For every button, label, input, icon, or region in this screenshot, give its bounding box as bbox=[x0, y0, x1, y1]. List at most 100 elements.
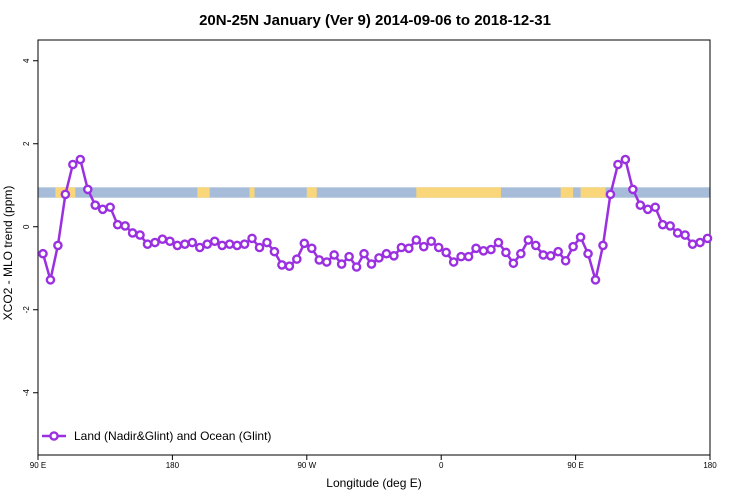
data-point bbox=[38, 248, 48, 259]
data-point bbox=[321, 257, 332, 267]
legend-label: Land (Nadir&Glint) and Ocean (Glint) bbox=[74, 429, 271, 443]
data-point bbox=[284, 261, 295, 271]
data-point bbox=[60, 189, 71, 200]
data-point bbox=[433, 242, 444, 253]
y-axis: -4 -2 0 2 4 bbox=[22, 58, 38, 396]
y-tick-label: -4 bbox=[22, 389, 31, 397]
data-point bbox=[501, 247, 511, 258]
data-point bbox=[642, 204, 653, 215]
data-point bbox=[545, 250, 556, 261]
data-point bbox=[239, 239, 250, 249]
data-point bbox=[359, 248, 369, 259]
data-point bbox=[471, 243, 481, 254]
data-point bbox=[180, 239, 190, 249]
data-point bbox=[292, 254, 302, 264]
data-point bbox=[613, 159, 623, 170]
data-point bbox=[695, 237, 705, 248]
x-axis: 90 E 180 90 W 0 90 E 180 bbox=[30, 455, 717, 470]
data-point bbox=[68, 159, 78, 170]
x-tick-label: 90 E bbox=[30, 461, 46, 470]
data-point bbox=[105, 202, 115, 213]
data-point bbox=[120, 221, 130, 231]
data-point bbox=[232, 240, 242, 251]
data-point bbox=[396, 242, 407, 253]
data-point bbox=[366, 259, 377, 269]
data-point bbox=[224, 239, 235, 249]
y-tick-label: 0 bbox=[22, 224, 31, 229]
data-point bbox=[351, 262, 362, 272]
data-point bbox=[516, 248, 526, 259]
data-point bbox=[306, 243, 317, 254]
data-point bbox=[657, 219, 668, 230]
data-point bbox=[665, 221, 675, 231]
data-point bbox=[568, 241, 578, 252]
data-point bbox=[411, 235, 422, 245]
data-point bbox=[456, 251, 466, 262]
data-point bbox=[598, 240, 608, 251]
legend-swatch-marker bbox=[49, 431, 59, 441]
data-point bbox=[508, 258, 519, 269]
land-segment bbox=[560, 187, 574, 198]
data-point bbox=[404, 243, 414, 254]
x-tick-label: 90 E bbox=[567, 461, 583, 470]
data-point bbox=[262, 237, 272, 248]
data-point bbox=[254, 242, 265, 253]
data-point bbox=[112, 219, 123, 230]
data-point bbox=[575, 232, 586, 242]
data-point bbox=[53, 240, 63, 251]
data-point bbox=[463, 251, 474, 262]
data-point bbox=[628, 184, 638, 195]
data-point bbox=[560, 255, 571, 266]
data-point bbox=[426, 236, 437, 247]
data-point bbox=[620, 154, 631, 165]
data-point bbox=[680, 230, 690, 240]
ocean-band bbox=[38, 187, 710, 198]
data-point bbox=[702, 233, 713, 244]
data-point bbox=[523, 235, 534, 245]
data-point bbox=[217, 240, 227, 251]
x-axis-label: Longitude (deg E) bbox=[326, 476, 421, 490]
data-point bbox=[381, 248, 392, 259]
data-point bbox=[314, 255, 325, 265]
data-point bbox=[329, 250, 339, 260]
legend: Land (Nadir&Glint) and Ocean (Glint) bbox=[42, 429, 271, 443]
data-point bbox=[277, 260, 287, 270]
data-point bbox=[202, 239, 213, 249]
data-point bbox=[553, 246, 563, 257]
data-point bbox=[538, 250, 549, 260]
y-axis-label: XCO2 - MLO trend (ppm) bbox=[1, 186, 15, 321]
plot-frame bbox=[37, 39, 711, 456]
data-point bbox=[672, 228, 683, 238]
y-tick-label: 4 bbox=[22, 58, 31, 63]
data-point bbox=[127, 228, 138, 238]
data-point bbox=[486, 244, 496, 255]
data-point bbox=[441, 247, 451, 258]
data-point bbox=[344, 251, 354, 262]
data-point bbox=[209, 236, 220, 247]
data-point bbox=[269, 246, 280, 257]
x-tick-label: 180 bbox=[166, 461, 180, 470]
data-point bbox=[75, 154, 86, 165]
data-point bbox=[687, 239, 698, 249]
data-point bbox=[590, 275, 601, 285]
data-point bbox=[142, 239, 153, 249]
data-point bbox=[299, 238, 310, 249]
data-point bbox=[157, 234, 168, 244]
data-point bbox=[150, 237, 160, 248]
data-point bbox=[650, 202, 661, 213]
data-point bbox=[172, 240, 183, 251]
y-tick-label: 2 bbox=[22, 141, 31, 146]
data-point bbox=[135, 230, 145, 240]
data-point bbox=[493, 237, 504, 248]
data-point bbox=[374, 253, 384, 263]
land-segment bbox=[306, 187, 317, 198]
land-segment bbox=[416, 187, 501, 198]
data-point bbox=[165, 236, 175, 247]
land-segment bbox=[197, 187, 210, 198]
x-tick-label: 0 bbox=[439, 461, 444, 470]
land-segment bbox=[249, 187, 255, 198]
data-point bbox=[478, 246, 489, 256]
land-segment bbox=[580, 187, 606, 198]
data-point bbox=[418, 241, 429, 252]
